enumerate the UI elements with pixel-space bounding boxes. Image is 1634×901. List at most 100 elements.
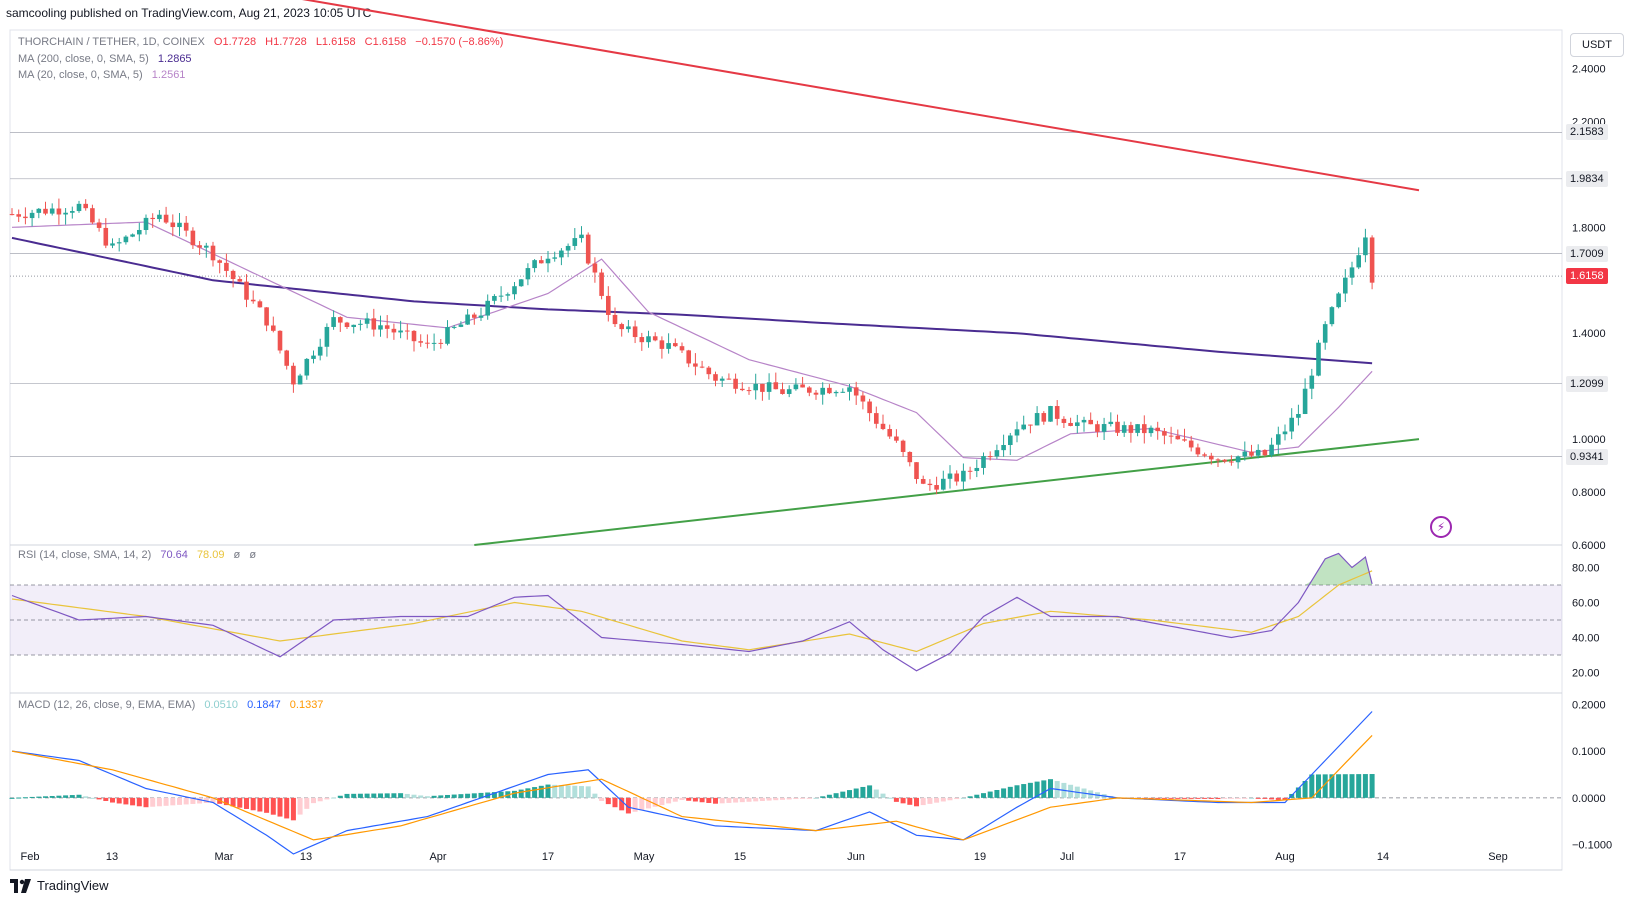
candle-up[interactable] [311, 355, 316, 359]
candle-down[interactable] [606, 295, 611, 315]
candle-up[interactable] [1296, 414, 1301, 418]
rsi-label[interactable]: RSI (14, close, SMA, 14, 2) [18, 549, 152, 561]
candle-down[interactable] [371, 318, 377, 330]
lightning-icon[interactable]: ⚡ [1430, 516, 1452, 538]
candle-down[interactable] [907, 451, 913, 463]
candle-down[interactable] [1229, 461, 1234, 463]
candle-down[interactable] [726, 378, 732, 380]
candle-up[interactable] [1276, 434, 1281, 445]
candle-down[interactable] [733, 378, 738, 389]
candle-down[interactable] [250, 299, 256, 302]
candle-up[interactable] [1075, 422, 1080, 426]
candle-down[interactable] [987, 456, 993, 458]
candle-up[interactable] [1242, 451, 1248, 457]
candle-down[interactable] [927, 483, 933, 486]
candle-up[interactable] [364, 318, 370, 324]
candle-down[interactable] [271, 325, 276, 331]
candle-up[interactable] [157, 214, 162, 220]
candle-down[interactable] [1054, 406, 1060, 419]
ma20-legend[interactable]: MA (20, close, 0, SMA, 5) 1.2561 [18, 69, 191, 81]
candle-up[interactable] [1282, 431, 1288, 435]
symbol-legend[interactable]: THORCHAIN / TETHER, 1D, COINEX O1.7728 H… [18, 36, 509, 48]
candle-up[interactable] [317, 346, 323, 356]
candle-down[interactable] [438, 342, 444, 344]
candle-up[interactable] [1316, 342, 1321, 376]
candle-down[interactable] [652, 336, 658, 341]
candle-down[interactable] [1175, 435, 1181, 440]
candle-up[interactable] [1014, 429, 1020, 436]
candle-down[interactable] [96, 222, 102, 228]
ma20-label[interactable]: MA (20, close, 0, SMA, 5) [18, 69, 143, 81]
candle-down[interactable] [1209, 455, 1214, 460]
candle-down[interactable] [1215, 459, 1221, 461]
candle-down[interactable] [284, 350, 289, 366]
candle-down[interactable] [679, 346, 685, 351]
candle-down[interactable] [592, 263, 598, 273]
candle-up[interactable] [840, 391, 846, 393]
candle-down[interactable] [639, 337, 645, 343]
candle-down[interactable] [411, 330, 417, 342]
candle-down[interactable] [190, 230, 196, 246]
candle-down[interactable] [853, 387, 859, 396]
candle-up[interactable] [1108, 421, 1114, 425]
candle-down[interactable] [391, 328, 397, 333]
candle-down[interactable] [673, 343, 678, 347]
candle-down[interactable] [425, 342, 430, 344]
candle-up[interactable] [1329, 307, 1335, 325]
candle-up[interactable] [1081, 419, 1087, 423]
footer-brand[interactable]: TradingView [10, 878, 109, 893]
candle-down[interactable] [224, 262, 229, 271]
candle-down[interactable] [887, 429, 892, 437]
candle-down[interactable] [1182, 439, 1187, 441]
candle-down[interactable] [632, 326, 638, 338]
candle-down[interactable] [599, 272, 604, 296]
candle-down[interactable] [418, 341, 423, 343]
candle-up[interactable] [29, 212, 35, 219]
candle-up[interactable] [1356, 255, 1361, 268]
candle-down[interactable] [920, 479, 926, 484]
candle-up[interactable] [512, 286, 517, 295]
candle-up[interactable] [492, 296, 497, 301]
candle-up[interactable] [143, 217, 149, 230]
candle-down[interactable] [183, 222, 189, 231]
candle-up[interactable] [478, 315, 484, 318]
candle-up[interactable] [1021, 424, 1026, 430]
currency-button[interactable]: USDT [1570, 33, 1624, 57]
candle-up[interactable] [1363, 237, 1368, 256]
candle-down[interactable] [914, 462, 919, 480]
candle-up[interactable] [358, 323, 363, 325]
candle-up[interactable] [304, 358, 310, 376]
candle-up[interactable] [505, 294, 511, 296]
candle-down[interactable] [1162, 431, 1167, 436]
candle-up[interactable] [1001, 445, 1006, 451]
candle-up[interactable] [1349, 267, 1355, 278]
candle-down[interactable] [1061, 418, 1067, 423]
candle-down[interactable] [867, 401, 872, 414]
candle-down[interactable] [244, 281, 249, 300]
candle-up[interactable] [177, 222, 182, 228]
candle-down[interactable] [1142, 424, 1147, 434]
candle-up[interactable] [974, 467, 980, 472]
candle-down[interactable] [967, 470, 973, 472]
candle-down[interactable] [291, 365, 296, 385]
candle-down[interactable] [800, 384, 805, 388]
macd-signal-line[interactable] [11, 734, 1373, 841]
candle-up[interactable] [331, 317, 336, 327]
candle-down[interactable] [90, 208, 95, 223]
candle-up[interactable] [1121, 425, 1127, 433]
candle-down[interactable] [384, 325, 390, 329]
candle-up[interactable] [445, 327, 450, 344]
macd-legend[interactable]: MACD (12, 26, close, 9, EMA, EMA) 0.0510… [18, 699, 329, 711]
symbol-name[interactable]: THORCHAIN / TETHER, 1D, COINEX [18, 36, 205, 48]
candle-down[interactable] [585, 234, 591, 264]
candle-down[interactable] [860, 395, 866, 402]
price-level-label[interactable]: 1.7009 [1566, 245, 1608, 262]
candle-up[interactable] [572, 238, 578, 246]
candle-up[interactable] [518, 279, 524, 287]
candle-down[interactable] [1195, 447, 1201, 455]
candle-down[interactable] [1168, 435, 1174, 437]
support-trendline[interactable] [474, 438, 1420, 546]
ma20-line[interactable] [11, 221, 1373, 461]
candle-down[interactable] [9, 214, 15, 216]
candle-up[interactable] [130, 234, 135, 237]
